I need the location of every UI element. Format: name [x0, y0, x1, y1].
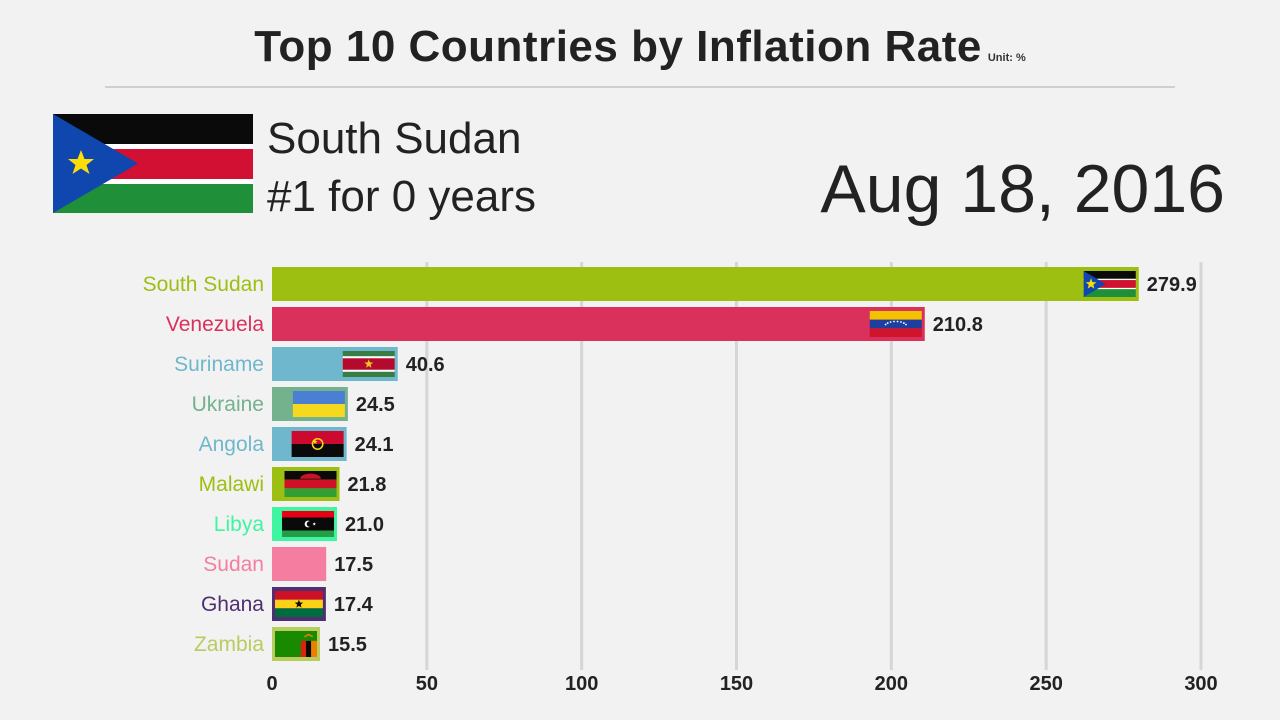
leader-country-name: South Sudan: [267, 114, 522, 163]
category-label: Ukraine: [192, 393, 264, 416]
bar-row: Suriname 40.6: [174, 347, 445, 381]
chart-title: Top 10 Countries by Inflation Rate: [254, 22, 982, 71]
x-tick-label: 250: [1029, 673, 1062, 695]
bar-row: Zambia 15.5: [194, 627, 367, 661]
unit-label: Unit: %: [987, 52, 1026, 64]
zambia-flag-icon: [275, 631, 317, 657]
bar-row: Ukraine 24.5: [192, 387, 395, 421]
bar-row: Venezuela 210.8: [166, 307, 983, 341]
leader-flag-icon: [53, 114, 253, 213]
bar-row: Ghana 17.4: [201, 587, 374, 621]
venezuela-flag-icon: [869, 311, 922, 337]
value-label: 17.5: [334, 554, 373, 576]
value-label: 210.8: [933, 314, 983, 336]
x-tick-label: 50: [416, 673, 438, 695]
value-label: 279.9: [1147, 274, 1197, 296]
value-label: 21.8: [348, 474, 387, 496]
title-divider: [105, 86, 1175, 88]
bar-row: South Sudan 279.9: [143, 267, 1197, 301]
suriname-flag-icon: [342, 351, 395, 377]
category-label: Angola: [199, 433, 265, 456]
x-tick-label: 300: [1184, 673, 1217, 695]
tick-layer: 0 50 100 150 200 250 300: [266, 673, 1217, 695]
bar-chart: South Sudan 279.9 Venezuela 210.8 Suriname 40…: [143, 262, 1218, 695]
category-label: Malawi: [199, 473, 264, 496]
bar: [272, 307, 925, 341]
bar: [272, 267, 1139, 301]
bar-layer: South Sudan 279.9 Venezuela 210.8 Suriname 40…: [143, 267, 1197, 661]
angola-flag-icon: [291, 431, 344, 457]
value-label: 17.4: [334, 594, 374, 616]
bar-row: Angola 24.1: [199, 427, 394, 461]
category-label: Suriname: [174, 353, 264, 376]
value-label: 24.1: [355, 434, 394, 456]
south-sudan-flag-icon: [1083, 271, 1136, 297]
chart-title-block: Top 10 Countries by Inflation Rate Unit: …: [0, 22, 1280, 72]
bar-row: Libya 21.0: [214, 507, 384, 541]
x-tick-label: 100: [565, 673, 598, 695]
x-tick-label: 200: [875, 673, 908, 695]
category-label: Sudan: [203, 553, 264, 576]
ukraine-flag-icon: [292, 391, 345, 417]
malawi-flag-icon: [284, 471, 337, 497]
category-label: Libya: [214, 513, 265, 536]
libya-flag-icon: [282, 511, 335, 537]
value-label: 15.5: [328, 634, 367, 656]
x-tick-label: 150: [720, 673, 753, 695]
category-label: South Sudan: [143, 273, 264, 296]
value-label: 40.6: [406, 354, 445, 376]
bar-row: Malawi 21.8: [199, 467, 387, 501]
x-tick-label: 0: [266, 673, 277, 695]
bar-row: Sudan 17.5: [203, 547, 373, 581]
date-label: Aug 18, 2016: [820, 151, 1225, 227]
value-label: 24.5: [356, 394, 395, 416]
category-label: Venezuela: [166, 313, 264, 336]
category-label: Ghana: [201, 593, 264, 616]
bar: [272, 547, 327, 581]
ghana-flag-icon: [275, 591, 323, 617]
leader-years-text: #1 for 0 years: [267, 172, 537, 221]
category-label: Zambia: [194, 633, 264, 656]
value-label: 21.0: [345, 514, 384, 536]
